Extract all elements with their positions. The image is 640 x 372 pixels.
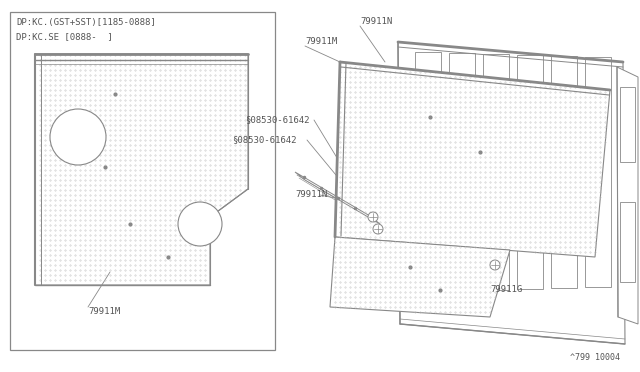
Bar (517, 55, 543, 289)
Bar (483, 54, 509, 290)
Text: 79911N: 79911N (295, 190, 327, 199)
Polygon shape (330, 237, 510, 317)
Bar (449, 53, 475, 291)
Bar (620, 202, 635, 282)
Circle shape (178, 202, 222, 246)
Polygon shape (295, 172, 380, 224)
Polygon shape (398, 42, 625, 344)
Text: DP:KC.SE [0888-  ]: DP:KC.SE [0888- ] (16, 32, 113, 41)
Text: 79911G: 79911G (490, 285, 522, 294)
Bar (620, 87, 635, 162)
Text: 79911M: 79911M (88, 307, 120, 316)
Circle shape (368, 212, 378, 222)
Text: 79911N: 79911N (360, 17, 392, 26)
Polygon shape (35, 54, 248, 285)
Bar (10, 12, 275, 350)
Text: ^799 10004: ^799 10004 (570, 353, 620, 362)
Text: DP:KC.(GST+SST)[1185-0888]: DP:KC.(GST+SST)[1185-0888] (16, 18, 156, 27)
Circle shape (490, 260, 500, 270)
Bar (551, 56, 577, 288)
Text: §08530-61642: §08530-61642 (232, 135, 296, 144)
Bar (585, 57, 611, 287)
Circle shape (50, 109, 106, 165)
Text: §08530-61642: §08530-61642 (245, 115, 310, 124)
Polygon shape (617, 67, 638, 324)
Circle shape (373, 224, 383, 234)
Text: 79911M: 79911M (305, 37, 337, 46)
Bar (415, 52, 441, 292)
Polygon shape (335, 62, 610, 257)
